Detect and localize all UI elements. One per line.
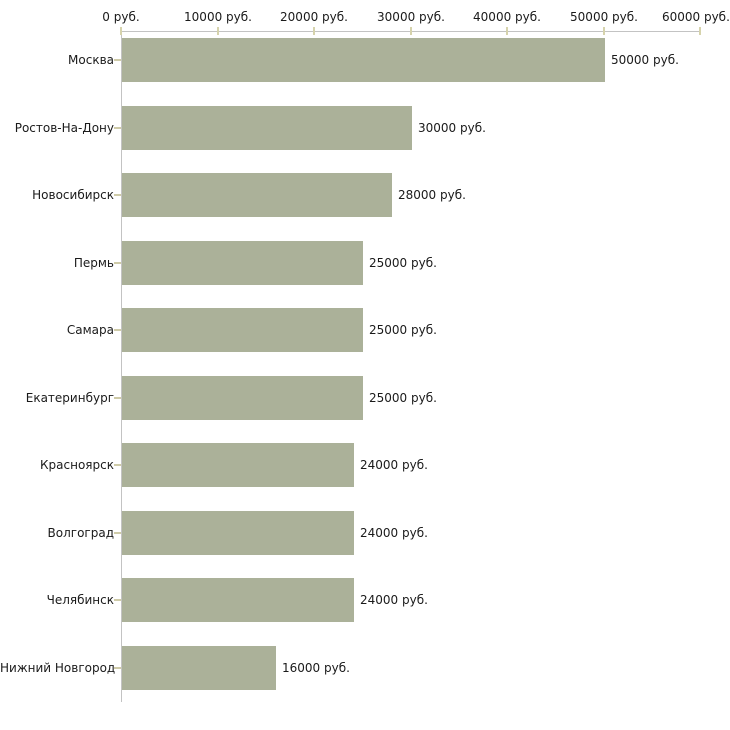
value-label: 25000 руб. (369, 323, 437, 337)
bar (122, 511, 354, 555)
x-axis-tick (313, 27, 315, 35)
category-tick (114, 262, 121, 264)
bar (122, 106, 412, 150)
bar (122, 308, 363, 352)
bar (122, 646, 276, 690)
bar (122, 443, 354, 487)
bar (122, 578, 354, 622)
category-label: Пермь (73, 256, 114, 270)
value-label: 24000 руб. (360, 593, 428, 607)
value-label: 24000 руб. (360, 458, 428, 472)
category-label: Самара (66, 323, 114, 337)
bar (122, 173, 392, 217)
category-label: Новосибирск (32, 188, 114, 202)
x-axis-tick-label: 60000 руб. (661, 10, 730, 24)
x-axis-tick-label: 50000 руб. (570, 10, 638, 24)
category-label: Москва (68, 53, 114, 67)
category-label: Красноярск (40, 458, 114, 472)
category-tick (114, 464, 121, 466)
value-label: 50000 руб. (611, 53, 679, 67)
value-label: 28000 руб. (398, 188, 466, 202)
category-label: Ростов-На-Дону (14, 121, 114, 135)
category-tick (114, 397, 121, 399)
x-axis-tick-label: 10000 руб. (184, 10, 252, 24)
category-tick (114, 127, 121, 129)
x-axis-tick-label: 30000 руб. (377, 10, 445, 24)
x-axis-tick (506, 27, 508, 35)
category-tick (114, 667, 121, 669)
category-label: Нижний Новгород (0, 661, 116, 675)
x-axis-tick (603, 27, 605, 35)
category-label: Челябинск (46, 593, 114, 607)
value-label: 24000 руб. (360, 526, 428, 540)
value-label: 25000 руб. (369, 256, 437, 270)
y-axis-line (121, 31, 122, 702)
x-axis-tick-label: 20000 руб. (280, 10, 348, 24)
x-axis-tick (217, 27, 219, 35)
category-label: Екатеринбург (25, 391, 114, 405)
category-tick (114, 599, 121, 601)
category-label: Волгоград (47, 526, 114, 540)
category-tick (114, 532, 121, 534)
x-axis-tick-label: 0 руб. (102, 10, 140, 24)
value-label: 25000 руб. (369, 391, 437, 405)
value-label: 16000 руб. (282, 661, 350, 675)
x-axis-tick (410, 27, 412, 35)
bar (122, 376, 363, 420)
category-tick (114, 194, 121, 196)
bar (122, 38, 605, 82)
x-axis-tick (699, 27, 701, 35)
x-axis-tick (120, 27, 122, 35)
value-label: 30000 руб. (418, 121, 486, 135)
category-tick (114, 59, 121, 61)
bar (122, 241, 363, 285)
category-tick (114, 329, 121, 331)
x-axis-tick-label: 40000 руб. (473, 10, 541, 24)
